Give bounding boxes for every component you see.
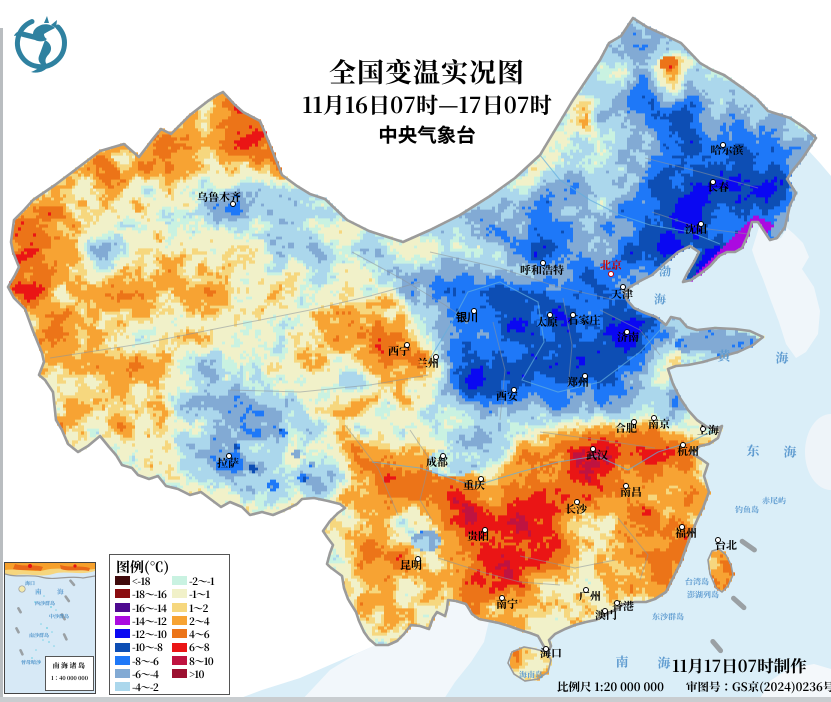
svg-text:曾母暗沙: 曾母暗沙	[21, 659, 42, 666]
svg-text:南 海: 南 海	[35, 587, 71, 596]
svg-text:中沙群岛: 中沙群岛	[49, 613, 69, 620]
svg-text:海口: 海口	[25, 580, 35, 587]
svg-text:南沙群岛: 南沙群岛	[29, 632, 49, 639]
svg-text:西沙群岛: 西沙群岛	[35, 600, 55, 607]
